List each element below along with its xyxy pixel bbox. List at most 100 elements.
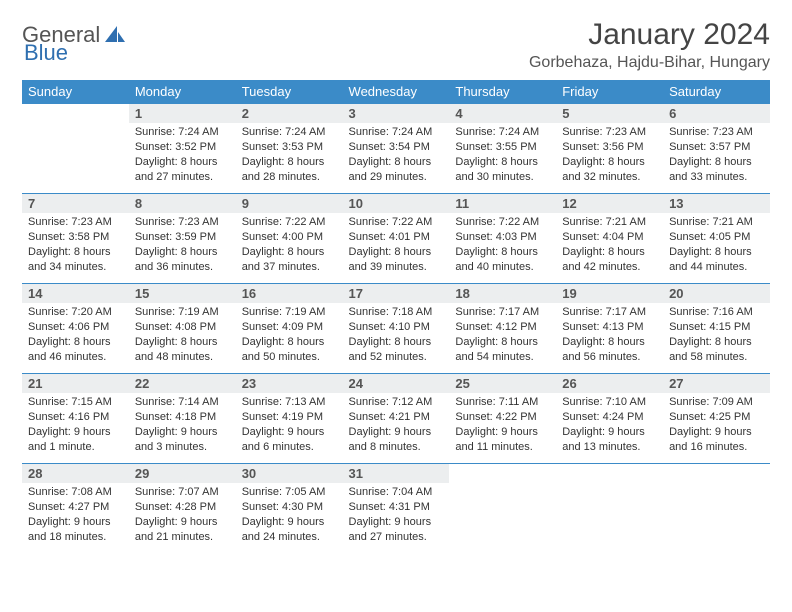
sunrise-text: Sunrise: 7:17 AM (562, 305, 657, 320)
calendar-week-row: 14Sunrise: 7:20 AMSunset: 4:06 PMDayligh… (22, 284, 770, 374)
sunrise-text: Sunrise: 7:17 AM (455, 305, 550, 320)
calendar-day-cell: 8Sunrise: 7:23 AMSunset: 3:59 PMDaylight… (129, 194, 236, 284)
sunset-text: Sunset: 4:13 PM (562, 320, 657, 335)
month-title: January 2024 (529, 18, 770, 52)
sunset-text: Sunset: 4:18 PM (135, 410, 230, 425)
calendar-day-cell: 1Sunrise: 7:24 AMSunset: 3:52 PMDaylight… (129, 104, 236, 194)
sunset-text: Sunset: 3:58 PM (28, 230, 123, 245)
weekday-header: Tuesday (236, 80, 343, 104)
daylight-line1: Daylight: 8 hours (349, 245, 444, 260)
day-number: 29 (129, 464, 236, 483)
calendar-day-cell: 5Sunrise: 7:23 AMSunset: 3:56 PMDaylight… (556, 104, 663, 194)
sunset-text: Sunset: 3:56 PM (562, 140, 657, 155)
daylight-line2: and 24 minutes. (242, 530, 337, 545)
daylight-line2: and 27 minutes. (349, 530, 444, 545)
calendar-day-cell: 23Sunrise: 7:13 AMSunset: 4:19 PMDayligh… (236, 374, 343, 464)
day-number: 17 (343, 284, 450, 303)
daylight-line1: Daylight: 8 hours (242, 335, 337, 350)
day-number: 12 (556, 194, 663, 213)
calendar-day-cell: 11Sunrise: 7:22 AMSunset: 4:03 PMDayligh… (449, 194, 556, 284)
calendar-day-cell: 20Sunrise: 7:16 AMSunset: 4:15 PMDayligh… (663, 284, 770, 374)
sunrise-text: Sunrise: 7:24 AM (135, 125, 230, 140)
day-number: 2 (236, 104, 343, 123)
weekday-header: Sunday (22, 80, 129, 104)
daylight-line1: Daylight: 8 hours (242, 245, 337, 260)
calendar-day-cell: 10Sunrise: 7:22 AMSunset: 4:01 PMDayligh… (343, 194, 450, 284)
sail-icon (105, 26, 125, 44)
day-body: Sunrise: 7:15 AMSunset: 4:16 PMDaylight:… (22, 393, 129, 458)
daylight-line2: and 50 minutes. (242, 350, 337, 365)
day-body: Sunrise: 7:24 AMSunset: 3:52 PMDaylight:… (129, 123, 236, 188)
weekday-header: Monday (129, 80, 236, 104)
title-block: January 2024 Gorbehaza, Hajdu-Bihar, Hun… (529, 18, 770, 72)
day-body: Sunrise: 7:09 AMSunset: 4:25 PMDaylight:… (663, 393, 770, 458)
day-number: 18 (449, 284, 556, 303)
calendar-day-cell: 24Sunrise: 7:12 AMSunset: 4:21 PMDayligh… (343, 374, 450, 464)
day-number: 10 (343, 194, 450, 213)
daylight-line2: and 16 minutes. (669, 440, 764, 455)
calendar-day-cell: 19Sunrise: 7:17 AMSunset: 4:13 PMDayligh… (556, 284, 663, 374)
calendar-day-cell: 31Sunrise: 7:04 AMSunset: 4:31 PMDayligh… (343, 464, 450, 554)
daylight-line2: and 29 minutes. (349, 170, 444, 185)
daylight-line2: and 58 minutes. (669, 350, 764, 365)
daylight-line1: Daylight: 8 hours (28, 245, 123, 260)
weekday-header: Friday (556, 80, 663, 104)
daylight-line1: Daylight: 8 hours (562, 245, 657, 260)
daylight-line2: and 36 minutes. (135, 260, 230, 275)
day-number: 20 (663, 284, 770, 303)
day-body: Sunrise: 7:24 AMSunset: 3:55 PMDaylight:… (449, 123, 556, 188)
daylight-line1: Daylight: 9 hours (242, 425, 337, 440)
calendar-head: SundayMondayTuesdayWednesdayThursdayFrid… (22, 80, 770, 104)
calendar-day-cell: 18Sunrise: 7:17 AMSunset: 4:12 PMDayligh… (449, 284, 556, 374)
day-body: Sunrise: 7:17 AMSunset: 4:12 PMDaylight:… (449, 303, 556, 368)
daylight-line2: and 33 minutes. (669, 170, 764, 185)
sunrise-text: Sunrise: 7:23 AM (669, 125, 764, 140)
sunset-text: Sunset: 4:09 PM (242, 320, 337, 335)
daylight-line2: and 48 minutes. (135, 350, 230, 365)
weekday-header: Thursday (449, 80, 556, 104)
daylight-line2: and 32 minutes. (562, 170, 657, 185)
sunrise-text: Sunrise: 7:08 AM (28, 485, 123, 500)
location-text: Gorbehaza, Hajdu-Bihar, Hungary (529, 54, 770, 72)
daylight-line1: Daylight: 9 hours (28, 515, 123, 530)
day-number: 27 (663, 374, 770, 393)
sunset-text: Sunset: 4:27 PM (28, 500, 123, 515)
day-number: 13 (663, 194, 770, 213)
sunrise-text: Sunrise: 7:24 AM (242, 125, 337, 140)
day-number: 31 (343, 464, 450, 483)
calendar-day-cell: 7Sunrise: 7:23 AMSunset: 3:58 PMDaylight… (22, 194, 129, 284)
sunset-text: Sunset: 4:01 PM (349, 230, 444, 245)
daylight-line2: and 21 minutes. (135, 530, 230, 545)
daylight-line1: Daylight: 8 hours (669, 335, 764, 350)
daylight-line2: and 40 minutes. (455, 260, 550, 275)
day-number: 3 (343, 104, 450, 123)
day-body: Sunrise: 7:21 AMSunset: 4:05 PMDaylight:… (663, 213, 770, 278)
daylight-line1: Daylight: 8 hours (562, 335, 657, 350)
sunrise-text: Sunrise: 7:23 AM (135, 215, 230, 230)
sunrise-text: Sunrise: 7:21 AM (562, 215, 657, 230)
sunrise-text: Sunrise: 7:14 AM (135, 395, 230, 410)
calendar-day-cell (22, 104, 129, 194)
daylight-line1: Daylight: 8 hours (349, 155, 444, 170)
sunrise-text: Sunrise: 7:22 AM (242, 215, 337, 230)
sunrise-text: Sunrise: 7:16 AM (669, 305, 764, 320)
daylight-line1: Daylight: 9 hours (349, 515, 444, 530)
sunset-text: Sunset: 4:03 PM (455, 230, 550, 245)
daylight-line1: Daylight: 9 hours (455, 425, 550, 440)
sunset-text: Sunset: 4:10 PM (349, 320, 444, 335)
daylight-line2: and 8 minutes. (349, 440, 444, 455)
sunrise-text: Sunrise: 7:18 AM (349, 305, 444, 320)
calendar-body: 1Sunrise: 7:24 AMSunset: 3:52 PMDaylight… (22, 104, 770, 554)
day-body: Sunrise: 7:23 AMSunset: 3:58 PMDaylight:… (22, 213, 129, 278)
daylight-line2: and 6 minutes. (242, 440, 337, 455)
sunrise-text: Sunrise: 7:05 AM (242, 485, 337, 500)
sunset-text: Sunset: 4:28 PM (135, 500, 230, 515)
brand-part2: Blue (24, 40, 68, 66)
daylight-line2: and 13 minutes. (562, 440, 657, 455)
daylight-line2: and 42 minutes. (562, 260, 657, 275)
daylight-line1: Daylight: 9 hours (28, 425, 123, 440)
day-body: Sunrise: 7:13 AMSunset: 4:19 PMDaylight:… (236, 393, 343, 458)
day-number: 1 (129, 104, 236, 123)
day-number: 22 (129, 374, 236, 393)
sunrise-text: Sunrise: 7:19 AM (242, 305, 337, 320)
